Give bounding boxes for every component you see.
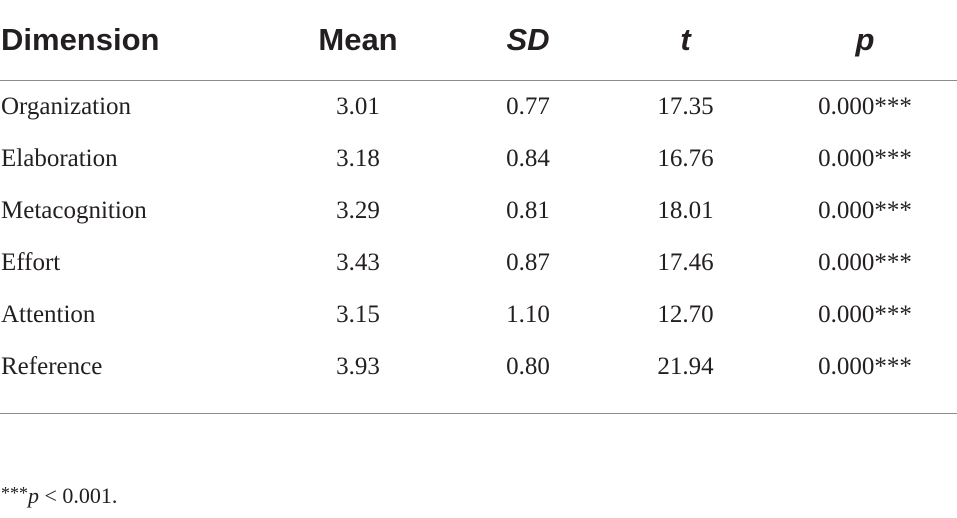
cell-dimension: Reference [1, 353, 103, 380]
cell-dimension: Organization [1, 93, 132, 120]
cell-sd: 1.10 [506, 301, 550, 328]
cell-sd: 0.81 [506, 197, 550, 224]
cell-p: 0.000*** [818, 249, 912, 276]
statistics-table: Dimension Mean SD t p Organization 3.01 … [0, 0, 957, 414]
table-row: Organization 3.01 0.77 17.35 0.000*** [0, 81, 957, 134]
table-row: Attention 3.15 1.10 12.70 0.000*** [0, 289, 957, 341]
header-t: t [598, 0, 773, 81]
cell-mean: 3.15 [336, 301, 380, 328]
footnote-text: < 0.001. [39, 483, 118, 508]
cell-sd: 0.84 [506, 145, 550, 172]
cell-dimension: Elaboration [1, 145, 118, 172]
header-sd: SD [458, 0, 598, 81]
cell-t: 21.94 [657, 353, 714, 380]
table-row: Reference 3.93 0.80 21.94 0.000*** [0, 341, 957, 393]
cell-sd: 0.77 [506, 93, 550, 120]
cell-mean: 3.01 [336, 93, 380, 120]
cell-dimension: Metacognition [1, 197, 147, 224]
cell-mean: 3.29 [336, 197, 380, 224]
cell-p: 0.000*** [818, 93, 912, 120]
header-p: p [773, 0, 957, 81]
cell-p: 0.000*** [818, 301, 912, 328]
footnote-p-variable: p [28, 483, 39, 508]
cell-t: 18.01 [657, 197, 714, 224]
cell-t: 12.70 [657, 301, 714, 328]
cell-sd: 0.80 [506, 353, 550, 380]
table-header: Dimension Mean SD t p [0, 0, 957, 81]
table-row: Metacognition 3.29 0.81 18.01 0.000*** [0, 185, 957, 237]
cell-sd: 0.87 [506, 249, 550, 276]
header-dimension: Dimension [0, 0, 258, 81]
cell-t: 17.46 [657, 249, 714, 276]
cell-mean: 3.43 [336, 249, 380, 276]
table-bottom-rule [0, 393, 957, 414]
cell-p: 0.000*** [818, 197, 912, 224]
cell-t: 17.35 [657, 93, 714, 120]
table-row: Elaboration 3.18 0.84 16.76 0.000*** [0, 133, 957, 185]
cell-p: 0.000*** [818, 353, 912, 380]
header-row: Dimension Mean SD t p [0, 0, 957, 81]
cell-dimension: Attention [1, 301, 96, 328]
cell-mean: 3.93 [336, 353, 380, 380]
table-row: Effort 3.43 0.87 17.46 0.000*** [0, 237, 957, 289]
footnote-stars: *** [1, 483, 28, 503]
cell-dimension: Effort [1, 249, 61, 276]
table-body: Organization 3.01 0.77 17.35 0.000*** El… [0, 81, 957, 414]
cell-mean: 3.18 [336, 145, 380, 172]
cell-t: 16.76 [657, 145, 714, 172]
table-footnote: ***p < 0.001. [1, 476, 117, 513]
cell-p: 0.000*** [818, 145, 912, 172]
header-mean: Mean [258, 0, 458, 81]
